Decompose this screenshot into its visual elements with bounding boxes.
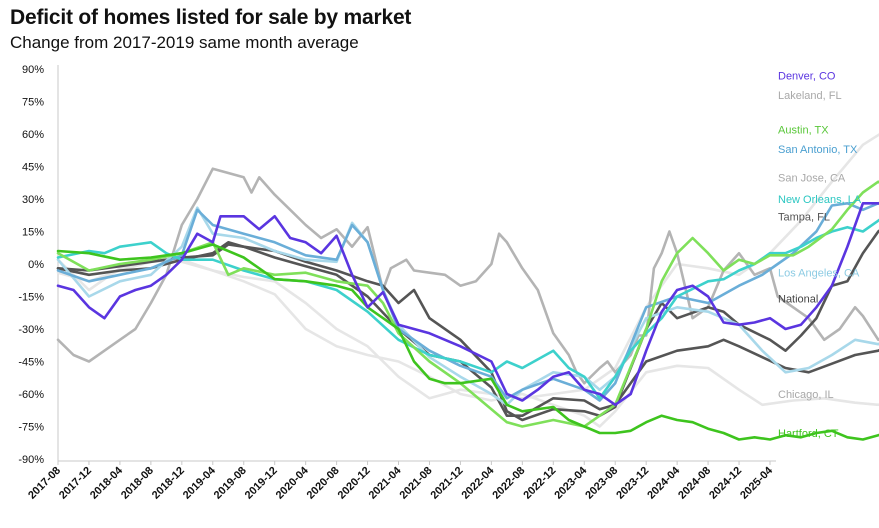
x-tick-label: 2020-08: [305, 465, 342, 502]
y-tick-label: 75%: [22, 97, 44, 109]
x-tick-label: 2017-12: [57, 465, 94, 502]
y-tick-label: 0%: [28, 259, 44, 271]
series-line-los-angeles-ca: [56, 206, 879, 407]
y-tick-label: 30%: [22, 194, 44, 206]
end-label-denver-co: Denver, CO: [778, 71, 836, 83]
series-line-austin-tx: [56, 180, 879, 428]
end-label-lakeland-fl: Lakeland, FL: [778, 90, 842, 102]
y-tick-label: -30%: [18, 324, 44, 336]
series-line-tampa-fl: [56, 229, 879, 422]
x-tick-label: 2025-04: [738, 464, 776, 502]
end-label-los-angeles-ca: Los Angeles, CA: [778, 268, 860, 280]
series-line-hartford-ct: [56, 243, 879, 441]
y-tick-label: -75%: [18, 422, 44, 434]
y-tick-label: 15%: [22, 227, 44, 239]
end-label-san-antonio-tx: San Antonio, TX: [778, 144, 858, 156]
end-label-national: National: [778, 294, 818, 306]
x-tick-label: 2023-04: [552, 464, 590, 502]
x-tick-label: 2020-04: [274, 464, 312, 502]
x-tick-label: 2021-04: [367, 464, 405, 502]
y-tick-label: 90%: [22, 64, 44, 76]
end-label-tampa-fl: Tampa, FL: [778, 211, 830, 223]
chart-title: Deficit of homes listed for sale by mark…: [10, 6, 412, 29]
end-label-hartford-ct: Hartford, CT: [778, 428, 839, 440]
x-tick-label: 2022-08: [490, 465, 527, 502]
y-tick-label: -45%: [18, 357, 44, 369]
x-tick-label: 2024-12: [707, 465, 744, 502]
x-tick-label: 2019-04: [181, 464, 219, 502]
y-tick-label: 45%: [22, 162, 44, 174]
y-tick-label: -90%: [18, 454, 44, 466]
series-line-lakeland-fl: [56, 133, 879, 400]
y-tick-label: -15%: [18, 292, 44, 304]
x-tick-label: 2024-04: [645, 464, 683, 502]
x-tick-label: 2022-12: [521, 465, 558, 502]
series-line-national: [56, 243, 879, 417]
series-line-san-jose-ca: [56, 167, 879, 385]
x-tick-label: 2024-08: [676, 465, 713, 502]
x-tick-label: 2018-12: [150, 465, 187, 502]
x-tick-label: 2017-08: [26, 465, 63, 502]
end-label-san-jose-ca: San Jose, CA: [778, 172, 846, 184]
end-label-austin-tx: Austin, TX: [778, 125, 829, 137]
x-tick-label: 2023-08: [583, 465, 620, 502]
series-end-labels: Denver, CO Lakeland, FL Austin, TX San Anto…: [778, 71, 862, 441]
end-label-chicago-il: Chicago, IL: [778, 389, 834, 401]
series-line-new-orleans-la: [56, 218, 879, 400]
x-tick-label: 2021-08: [398, 465, 435, 502]
x-tick-label: 2019-08: [212, 465, 249, 502]
x-tick-label: 2018-08: [119, 465, 156, 502]
x-tick-label: 2019-12: [243, 465, 280, 502]
x-tick-label: 2018-04: [88, 464, 126, 502]
series-line-denver-co: [56, 202, 879, 407]
x-tick-label: 2023-12: [614, 465, 651, 502]
y-tick-label: 60%: [22, 129, 44, 141]
chart-series: [56, 133, 879, 441]
x-tick-label: 2022-04: [459, 464, 497, 502]
x-tick-label: 2020-12: [336, 465, 373, 502]
x-tick-label: 2021-12: [429, 465, 466, 502]
chart-subtitle: Change from 2017-2019 same month average: [10, 33, 359, 52]
y-tick-label: -60%: [18, 389, 44, 401]
end-label-new-orleans-la: New Orleans, LA: [778, 194, 862, 206]
